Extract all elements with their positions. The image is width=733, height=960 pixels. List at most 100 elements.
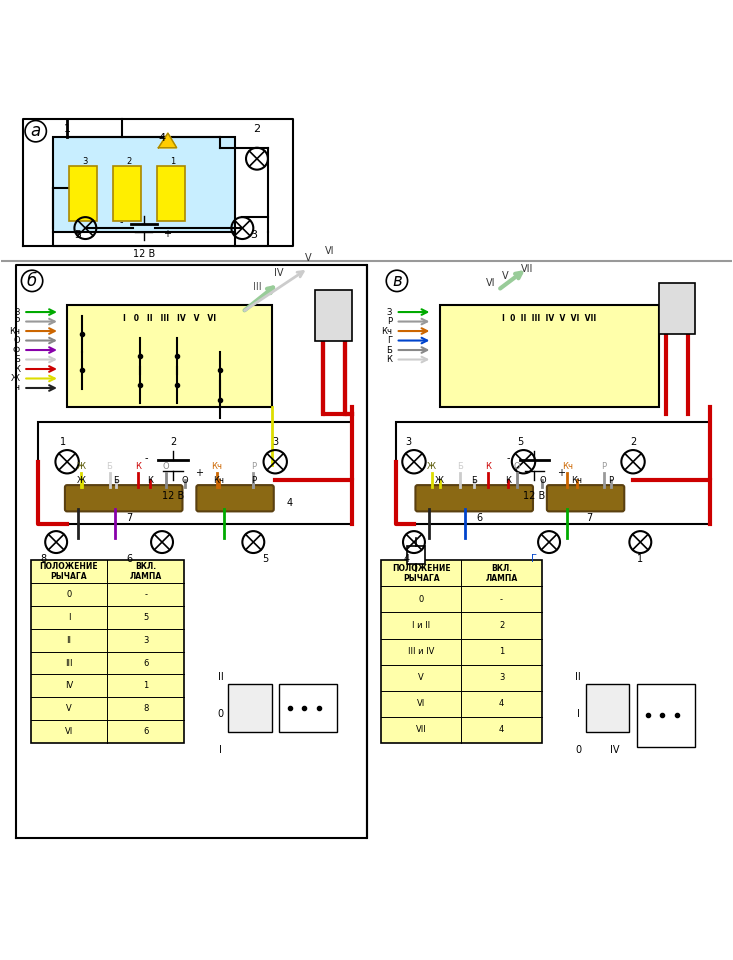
Text: 1: 1 <box>64 124 70 133</box>
Text: ч: ч <box>15 383 20 393</box>
Text: 2: 2 <box>499 621 504 630</box>
Text: Р: Р <box>601 462 606 471</box>
Text: 3: 3 <box>143 636 148 645</box>
Text: Г: Г <box>531 555 537 564</box>
Text: 1: 1 <box>499 647 504 656</box>
Bar <box>53 136 235 231</box>
Text: VI: VI <box>486 278 496 289</box>
Bar <box>586 684 630 732</box>
Bar <box>70 166 97 221</box>
Text: О: О <box>181 476 188 486</box>
Text: 1: 1 <box>170 157 176 166</box>
Text: Р: Р <box>608 476 614 486</box>
Text: Ж: Ж <box>77 462 86 471</box>
Text: 6: 6 <box>143 659 148 667</box>
Text: -: - <box>507 453 510 463</box>
Text: Б: Б <box>106 462 112 471</box>
Text: 3: 3 <box>499 673 504 683</box>
Text: Б: Б <box>457 462 463 471</box>
Text: 4: 4 <box>499 699 504 708</box>
Text: I: I <box>219 745 222 756</box>
Text: Б: Б <box>386 346 392 354</box>
Text: Р: Р <box>387 317 392 326</box>
Text: Кч: Кч <box>381 326 392 336</box>
Text: Б: Б <box>113 476 119 486</box>
Text: +: + <box>195 468 203 478</box>
Text: ВКЛ.
ЛАМПА: ВКЛ. ЛАМПА <box>485 564 517 583</box>
Text: 8: 8 <box>40 555 47 564</box>
Text: III: III <box>253 282 261 292</box>
Text: 5: 5 <box>75 230 81 240</box>
Text: V: V <box>419 673 424 683</box>
Text: 7: 7 <box>126 513 132 523</box>
Text: Р: Р <box>251 462 256 471</box>
Text: III: III <box>65 659 73 667</box>
Text: V: V <box>502 271 509 281</box>
Text: 4: 4 <box>158 133 166 143</box>
FancyBboxPatch shape <box>416 485 533 512</box>
Text: 12 В: 12 В <box>133 249 155 258</box>
Bar <box>279 684 337 732</box>
Text: 3: 3 <box>83 157 88 166</box>
Text: Кч: Кч <box>9 326 20 336</box>
Text: 0: 0 <box>419 595 424 604</box>
Text: З: З <box>387 307 392 317</box>
Text: I: I <box>67 612 70 622</box>
Text: IV: IV <box>610 745 619 756</box>
Text: З: З <box>14 307 20 317</box>
Text: О: О <box>163 462 169 471</box>
Text: V: V <box>66 704 72 713</box>
Text: I и II: I и II <box>412 621 430 630</box>
Text: I  0  II  III  IV  V  VI  VII: I 0 II III IV V VI VII <box>502 314 596 323</box>
Text: 6: 6 <box>143 727 148 736</box>
Text: Ж: Ж <box>77 476 86 486</box>
Text: Кч: Кч <box>211 462 222 471</box>
Text: 0: 0 <box>575 745 581 756</box>
Text: 2: 2 <box>254 124 260 133</box>
Text: VII: VII <box>521 264 534 274</box>
Text: 4: 4 <box>286 498 292 509</box>
Text: Ж: Ж <box>427 462 436 471</box>
Text: 3: 3 <box>406 437 412 447</box>
Text: ПОЛОЖЕНИЕ
РЫЧАГА: ПОЛОЖЕНИЕ РЫЧАГА <box>392 564 451 583</box>
Text: -: - <box>144 590 147 599</box>
Text: ПОЛОЖЕНИЕ
РЫЧАГА: ПОЛОЖЕНИЕ РЫЧАГА <box>40 562 98 582</box>
Text: Р: Р <box>15 317 20 326</box>
Text: -: - <box>119 217 122 228</box>
Text: 4: 4 <box>404 555 410 564</box>
Bar <box>658 283 695 334</box>
Bar <box>31 561 184 743</box>
FancyBboxPatch shape <box>65 485 183 512</box>
Text: 1: 1 <box>637 555 644 564</box>
Text: +: + <box>163 228 171 239</box>
Text: 5: 5 <box>517 437 523 447</box>
Text: +: + <box>557 468 564 478</box>
Text: 1: 1 <box>143 682 148 690</box>
Text: 4: 4 <box>499 726 504 734</box>
FancyBboxPatch shape <box>547 485 625 512</box>
Text: 5: 5 <box>143 612 148 622</box>
Text: I: I <box>577 708 580 719</box>
Text: О: О <box>539 476 546 486</box>
Text: ВКЛ.
ЛАМПА: ВКЛ. ЛАМПА <box>130 562 162 582</box>
Text: Кч: Кч <box>571 476 582 486</box>
Text: Кч: Кч <box>561 462 572 471</box>
Text: I   0   II   III   IV   V   VI: I 0 II III IV V VI <box>123 314 216 323</box>
Text: 2: 2 <box>170 437 176 447</box>
Text: VI: VI <box>417 699 425 708</box>
Text: 0: 0 <box>218 708 224 719</box>
Text: II: II <box>67 636 71 645</box>
Text: К: К <box>147 476 153 486</box>
Text: 12 В: 12 В <box>523 491 545 501</box>
Text: Б: Б <box>471 476 476 486</box>
Text: 2: 2 <box>630 437 636 447</box>
Text: в: в <box>392 272 402 290</box>
Text: К: К <box>505 476 511 486</box>
Text: Ж: Ж <box>11 374 20 383</box>
Text: II: II <box>575 672 581 683</box>
Text: Ф: Ф <box>12 346 20 354</box>
Bar <box>228 684 271 732</box>
Text: VI: VI <box>65 727 73 736</box>
Text: V: V <box>305 252 312 263</box>
Text: Б: Б <box>14 355 20 364</box>
